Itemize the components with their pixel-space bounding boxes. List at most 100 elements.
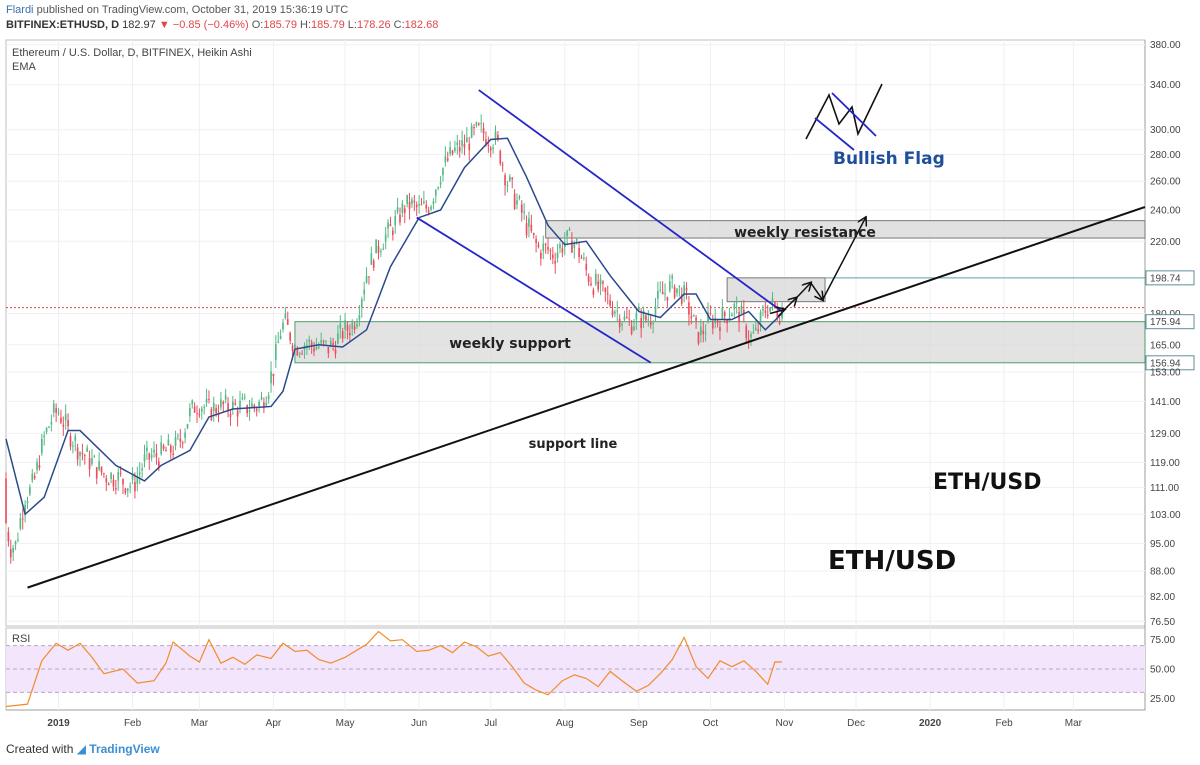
candle-body — [60, 417, 62, 423]
candle-body — [64, 414, 67, 421]
candle-body — [434, 189, 437, 196]
candle-body — [688, 302, 690, 315]
candle-body — [79, 452, 81, 456]
y-tick-label: 240.00 — [1150, 205, 1181, 216]
candle-body — [57, 412, 60, 414]
candle-body — [251, 403, 253, 407]
candle-body — [177, 435, 179, 437]
overlay-lines — [5, 89, 1146, 589]
x-tick-label: Jul — [484, 718, 497, 729]
candle-body — [150, 455, 153, 458]
candle-body — [81, 453, 84, 455]
y-tick-label: 153.00 — [1150, 367, 1181, 378]
candle-body — [633, 326, 635, 331]
projection-arrow — [795, 283, 810, 299]
x-tick-label: Apr — [266, 718, 282, 729]
y-tick-label: 165.00 — [1150, 340, 1181, 351]
candle-body — [664, 293, 666, 295]
candle-body — [279, 335, 282, 339]
candle-body — [692, 314, 695, 317]
candle-body — [544, 244, 547, 246]
candle-body — [289, 332, 291, 341]
candle-body — [98, 461, 100, 470]
candle-body — [222, 401, 225, 405]
y-tick-label: 95.00 — [1150, 539, 1175, 550]
candle-body — [750, 334, 752, 338]
candle-body — [394, 216, 397, 226]
candle-body — [690, 316, 693, 318]
candle-body — [270, 371, 272, 384]
candle-body — [382, 248, 385, 250]
candle-body — [635, 312, 638, 320]
candle-body — [470, 125, 473, 138]
tradingview-brand[interactable]: TradingView — [89, 742, 160, 756]
candle-body — [747, 339, 750, 341]
candle-body — [719, 326, 721, 332]
candle-body — [468, 143, 471, 150]
candle-body — [86, 447, 89, 452]
candle-body — [45, 428, 48, 432]
candle-body — [17, 539, 19, 541]
y-tick-label: 119.00 — [1150, 458, 1180, 469]
candle-body — [475, 122, 478, 126]
heikin-ashi-candles — [5, 114, 783, 564]
candle-body — [162, 445, 165, 449]
time-axis[interactable]: 2019 Feb Mar Apr May Jun Jul Aug Sep Oct Nov Dec 202… — [47, 718, 1082, 729]
candle-body — [105, 478, 108, 483]
high-label: H: — [300, 19, 312, 31]
candle-body — [559, 244, 561, 249]
candle-body — [659, 289, 662, 291]
candle-body — [95, 467, 98, 479]
candle-body — [69, 436, 72, 447]
candle-body — [9, 549, 12, 558]
candle-body — [418, 203, 420, 206]
candle-body — [578, 247, 580, 258]
candle-body — [291, 345, 294, 351]
candle-body — [131, 472, 134, 480]
candle-body — [267, 395, 270, 400]
x-tick-label: Dec — [847, 718, 865, 729]
projection-arrow — [821, 218, 866, 301]
candle-body — [43, 435, 46, 438]
instrument-title: Ethereum / U.S. Dollar, D, BITFINEX, Hei… — [12, 47, 252, 59]
candle-body — [547, 247, 549, 250]
candle-body — [745, 325, 748, 339]
projection-arrow — [769, 310, 784, 314]
candle-body — [446, 158, 449, 161]
candle-body — [203, 406, 206, 408]
candle-body — [119, 472, 122, 474]
x-tick-label: Jun — [411, 718, 427, 729]
candle-body — [697, 331, 700, 344]
candle-body — [167, 439, 170, 446]
candle-body — [485, 139, 487, 145]
candle-body — [573, 243, 576, 249]
x-tick-label: Sep — [630, 718, 648, 729]
candle-body — [277, 341, 280, 343]
x-tick-label: 2020 — [919, 718, 942, 729]
candle-body — [444, 156, 447, 163]
candle-body — [193, 406, 196, 413]
candle-body — [346, 325, 349, 331]
candle-body — [432, 201, 435, 204]
y-tick-label: 88.00 — [1150, 566, 1175, 577]
candle-body — [243, 397, 246, 399]
candle-body — [618, 318, 621, 328]
rsi-tick-label: 25.00 — [1150, 694, 1175, 705]
candle-body — [487, 145, 490, 147]
candle-body — [738, 312, 740, 323]
author-link[interactable]: Flardi — [6, 4, 34, 16]
candle-body — [332, 342, 334, 345]
candle-body — [406, 194, 408, 204]
candle-body — [200, 408, 203, 412]
candle-body — [411, 199, 413, 205]
candle-body — [320, 339, 323, 344]
candle-body — [67, 420, 69, 427]
channel-lower-line — [416, 216, 652, 364]
price-axis[interactable]: 380.00 340.00 300.00 280.00 260.00 240.00 220.… — [1145, 40, 1195, 705]
candle-body — [778, 320, 781, 324]
candle-body — [248, 410, 251, 412]
candle-body — [91, 458, 93, 464]
candle-body — [327, 346, 330, 354]
candle-body — [399, 214, 401, 223]
